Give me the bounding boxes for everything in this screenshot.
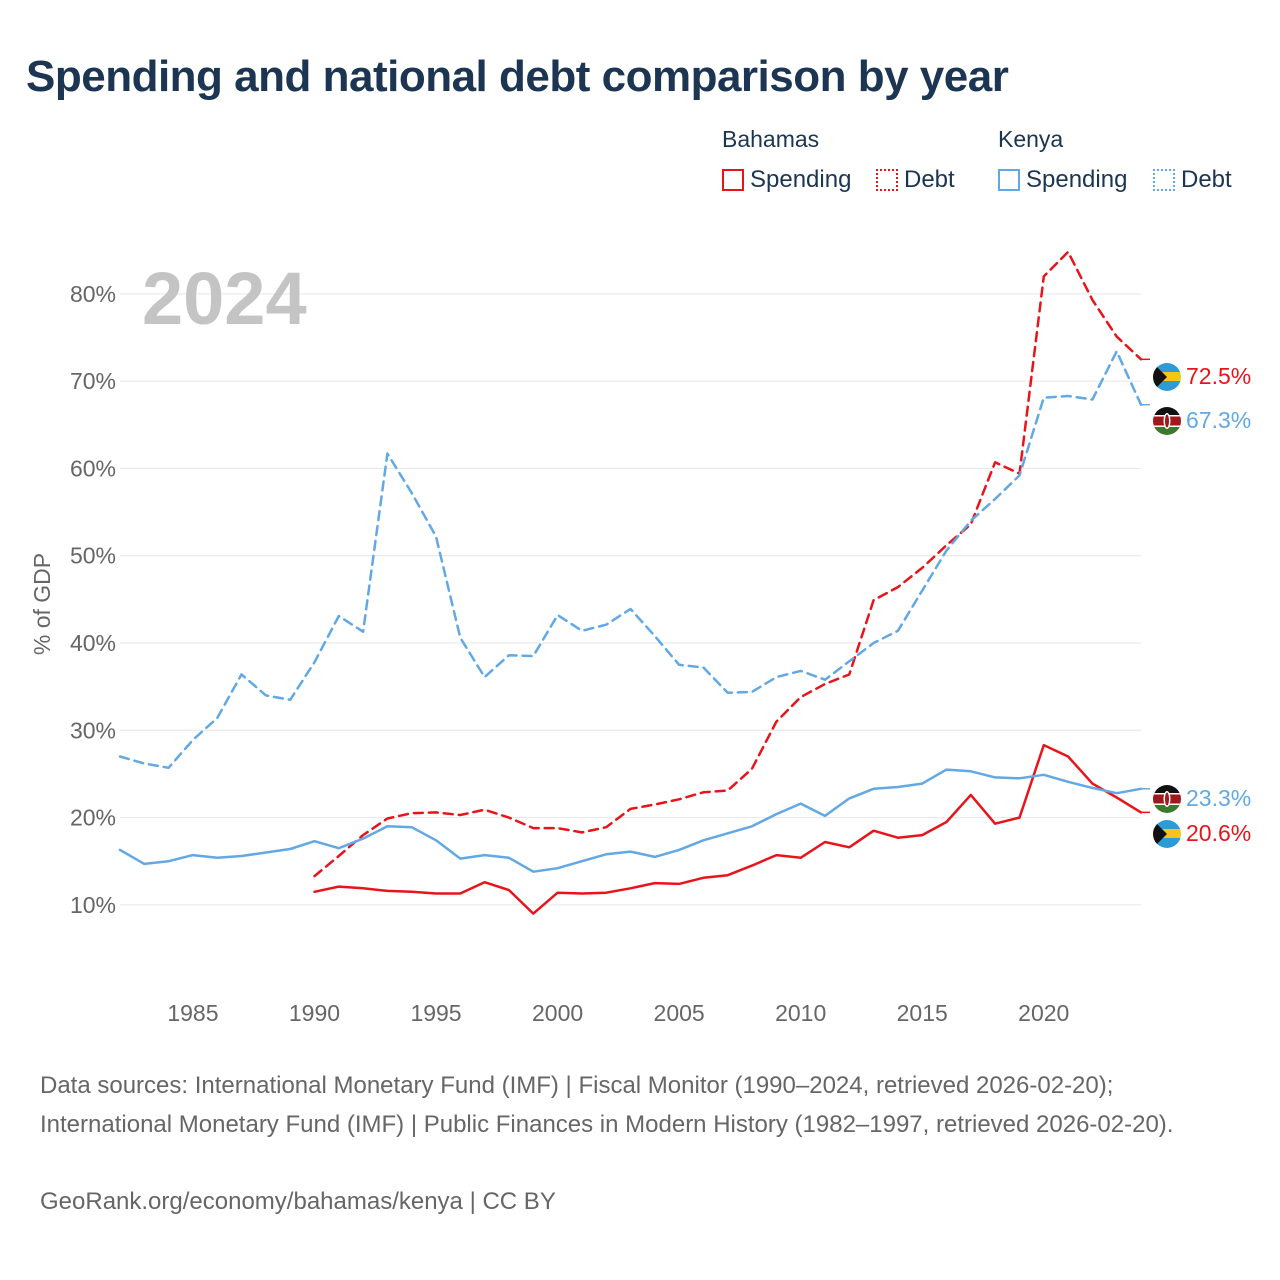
end-label-bahamas-spending: 20.6% — [1186, 820, 1251, 846]
legend-swatch-solid-blue — [998, 169, 1020, 191]
y-tick-label: 40% — [70, 630, 116, 656]
x-tick-label: 1985 — [167, 1000, 218, 1026]
y-tick-label: 10% — [70, 892, 116, 918]
data-sources: Data sources: International Monetary Fun… — [40, 1072, 1174, 1138]
legend-label: Spending — [1026, 166, 1128, 193]
y-axis-title: % of GDP — [29, 553, 55, 655]
end-label-kenya-debt: 67.3% — [1186, 407, 1251, 433]
kenya-flag-icon — [1153, 785, 1181, 813]
y-axis: 10% 20% 30% 40% 50% 60% 70% 80% — [70, 281, 116, 918]
legend-swatch-dotted-blue — [1153, 169, 1175, 191]
x-axis: 1985 1990 1995 2000 2005 2010 2015 2020 — [167, 1000, 1069, 1026]
legend-item-kenya-debt[interactable]: Debt — [1153, 166, 1232, 194]
legend-item-bahamas-debt[interactable]: Debt — [876, 166, 955, 194]
x-tick-label: 2015 — [897, 1000, 948, 1026]
y-tick-label: 70% — [70, 368, 116, 394]
series-line-bahamas-spending — [313, 743, 1143, 915]
series-line-bahamas-debt — [313, 250, 1143, 878]
end-label-bahamas-debt: 72.5% — [1186, 363, 1251, 389]
legend-item-kenya-spending[interactable]: Spending — [998, 166, 1127, 194]
x-tick-label: 1990 — [289, 1000, 340, 1026]
legend-swatch-solid-red — [722, 169, 744, 191]
y-tick-label: 60% — [70, 455, 116, 481]
series-line-kenya-debt — [118, 350, 1143, 770]
series-lines — [118, 250, 1150, 915]
bahamas-flag-icon — [1153, 363, 1181, 391]
end-labels: 72.5% 67.3% 23.3% 20.6% — [1153, 363, 1251, 848]
legend-item-bahamas-spending[interactable]: Spending — [722, 166, 851, 194]
legend-swatch-dotted-red — [876, 169, 898, 191]
y-tick-label: 80% — [70, 281, 116, 307]
end-label-kenya-spending: 23.3% — [1186, 785, 1251, 811]
legend-group-bahamas: Bahamas — [722, 126, 820, 152]
legend-label: Debt — [1181, 166, 1232, 193]
gridlines — [120, 293, 1141, 906]
y-tick-label: 30% — [70, 717, 116, 743]
series-line-kenya-spending — [118, 768, 1143, 873]
legend-label: Spending — [750, 166, 852, 193]
y-tick-label: 20% — [70, 805, 116, 831]
legend-group-kenya: Kenya — [998, 126, 1064, 152]
credit-link[interactable]: GeoRank.org/economy/bahamas/kenya | CC B… — [40, 1188, 556, 1215]
legend-label: Debt — [904, 166, 955, 193]
y-tick-label: 50% — [70, 543, 116, 569]
x-tick-label: 2010 — [775, 1000, 826, 1026]
line-chart: 2024 10%20%30%40%50%60%70%80% 1985 1990 19… — [29, 250, 1251, 1026]
bahamas-flag-icon — [1153, 820, 1181, 848]
x-tick-label: 2005 — [654, 1000, 705, 1026]
x-tick-label: 2000 — [532, 1000, 583, 1026]
kenya-flag-icon — [1153, 407, 1181, 435]
year-watermark: 2024 — [142, 257, 307, 340]
chart-title: Spending and national debt comparison by… — [26, 52, 1009, 101]
x-tick-label: 2020 — [1018, 1000, 1069, 1026]
x-tick-label: 1995 — [410, 1000, 461, 1026]
